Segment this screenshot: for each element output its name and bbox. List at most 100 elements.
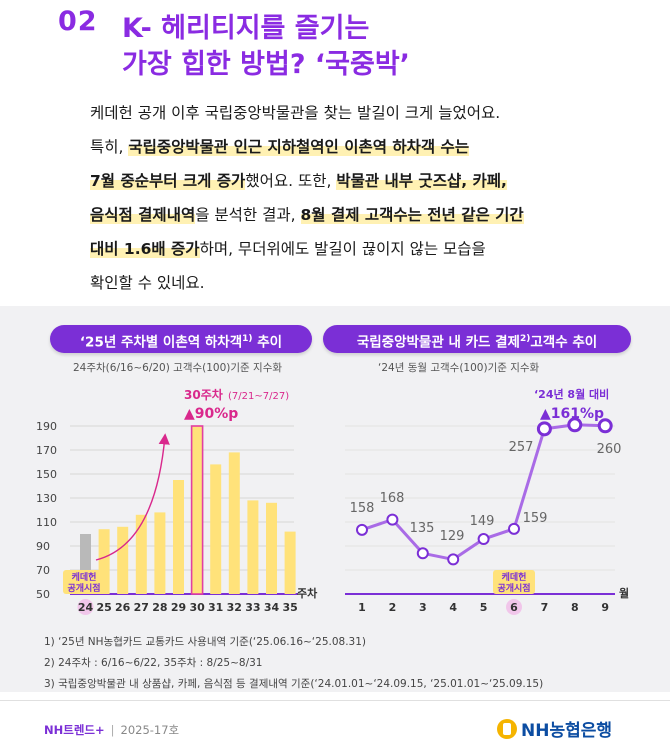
footnote-2: 2) 24주차 : 6/16~6/22, 35주차 : 8/25~8/31 (44, 657, 263, 669)
left-chart-subtitle: 24주차(6/16~6/20) 고객수(100)기준 지수화 (73, 362, 283, 374)
left-bar (247, 500, 259, 594)
footer-separator: | (110, 723, 115, 737)
section-number: 02 (58, 6, 98, 37)
left-bar (173, 480, 184, 594)
left-bar (135, 514, 147, 594)
right-data-point (477, 533, 490, 546)
left-bar (228, 452, 240, 594)
left-bar (98, 529, 110, 594)
left-event-label-2: 공개시점 (67, 582, 100, 594)
right-data-label: 168 (380, 491, 405, 506)
highlight-text: 8월 결제 고객수는 전년 같은 기간 (300, 206, 524, 224)
right-x-tick-label: 4 (449, 601, 457, 614)
body-paragraph: 케데헌 공개 이후 국립중앙박물관을 찾는 발길이 크게 늘었어요. 특히, 국… (90, 96, 650, 300)
left-x-unit: 주차 (297, 586, 318, 600)
right-data-label: 158 (350, 501, 375, 516)
body-line-6: 확인할 수 있네요. (90, 266, 650, 300)
footer-brand-name: NH트렌드+ (44, 723, 105, 737)
left-x-tick-label: 27 (134, 601, 149, 614)
body-line-2: 특히, 국립중앙박물관 인근 지하철역인 이촌역 하차객 수는 (90, 130, 650, 164)
highlight-text: 7월 중순부터 크게 증가 (90, 172, 246, 190)
left-x-tick-label: 35 (282, 601, 297, 614)
right-data-point (356, 523, 368, 536)
right-data-label: 149 (470, 514, 495, 529)
right-data-point (536, 421, 552, 437)
footer-divider (0, 700, 670, 701)
left-y-tick-label: 150 (36, 468, 57, 481)
left-x-tick-label: 31 (208, 601, 223, 614)
left-annotation-week: 30주차 (184, 387, 223, 402)
body-line-4: 음식점 결제내역을 분석한 결과, 8월 결제 고객수는 전년 같은 기간 (90, 198, 650, 232)
heading-line-2: 가장 힙한 방법? ‘국중박’ (122, 49, 410, 80)
left-bar (210, 464, 222, 594)
left-chart-title: ‘25년 주차별 이촌역 하차객1) 추이 (50, 325, 312, 353)
left-bar (80, 534, 91, 594)
right-annotation-label: ‘24년 8월 대비 (534, 387, 609, 401)
left-bar (154, 512, 166, 594)
footnotes: 1) ‘25년 NH농협카드 교통카드 사용내역 기준(‘25.06.16~‘2… (44, 632, 543, 695)
left-x-tick-label: 29 (171, 601, 186, 614)
right-data-label: 135 (410, 521, 435, 536)
left-y-tick-label: 90 (36, 540, 50, 553)
right-data-label: 159 (523, 511, 548, 526)
nh-logo: NH농협은행 (497, 716, 612, 741)
left-x-tick-label: 33 (245, 601, 260, 614)
left-event-marker (77, 599, 94, 615)
chart-panel (0, 306, 670, 692)
body-line-3: 7월 중순부터 크게 증가했어요. 또한, 박물관 내부 굿즈샵, 카페, (90, 164, 650, 198)
body-text-segment: 케데헌 공개 이후 국립중앙박물관을 찾는 발길이 크게 늘었어요. (90, 104, 501, 122)
left-y-tick-label: 70 (36, 564, 50, 577)
left-y-tick-label: 190 (36, 420, 57, 433)
highlight-text: 대비 1.6배 증가 (90, 240, 200, 258)
left-y-tick-label: 130 (36, 492, 57, 505)
left-y-tick-label: 50 (36, 588, 50, 601)
right-data-label: 129 (440, 529, 465, 544)
heading-line-1: K- 헤리티지를 즐기는 (122, 13, 370, 44)
highlight-text: 음식점 결제내역 (90, 206, 196, 224)
body-line-5: 대비 1.6배 증가하며, 무더위에도 발길이 끊이지 않는 모습을 (90, 232, 650, 266)
left-x-tick-label: 26 (115, 601, 131, 614)
right-data-point (386, 513, 399, 526)
left-annotation-range: (7/21~7/27) (228, 391, 289, 402)
right-data-label: 257 (509, 440, 534, 455)
highlight-text: 박물관 내부 굿즈샵, 카페, (336, 172, 507, 190)
left-bar (284, 531, 296, 594)
left-x-tick-label: 32 (227, 601, 242, 614)
right-x-tick-label: 2 (389, 601, 397, 614)
left-y-tick-label: 170 (36, 444, 57, 457)
footnote-3: 3) 국립중앙박물관 내 상품샵, 카페, 음식점 등 결제내역 기준(‘24.… (44, 678, 544, 690)
right-data-label: 260 (597, 442, 622, 457)
body-line-1: 케데헌 공개 이후 국립중앙박물관을 찾는 발길이 크게 늘었어요. (90, 96, 650, 130)
right-chart-subtitle: ‘24년 동월 고객수(100)기준 지수화 (378, 362, 540, 374)
left-x-tick-label-highlighted: 24 (78, 601, 94, 614)
left-bar (117, 526, 129, 594)
left-annotation-change: ▲90%p (184, 406, 238, 422)
right-chart-title: 국립중앙박물관 내 카드 결제2)고객수 추이 (323, 325, 631, 353)
right-data-point (597, 418, 613, 434)
right-event-label-1: 케데헌 (502, 571, 527, 583)
right-x-tick-label: 8 (571, 601, 579, 614)
left-x-tick-label: 30 (189, 601, 205, 614)
right-x-tick-label: 1 (358, 601, 366, 614)
growth-arrow-icon (95, 433, 170, 561)
left-x-tick-label: 28 (152, 601, 167, 614)
right-data-point (567, 417, 583, 433)
left-chart-title-tail: 추이 (252, 334, 283, 351)
body-text-segment: 하며, 무더위에도 발길이 끊이지 않는 모습을 (199, 240, 486, 258)
right-chart-title-text: 국립중앙박물관 내 카드 결제 (356, 334, 520, 351)
body-text-segment: 을 분석한 결과, (195, 206, 301, 224)
body-text-segment: 특히, (90, 138, 129, 156)
body-text-segment: 했어요. 또한, (245, 172, 337, 190)
body-text-segment: 확인할 수 있네요. (90, 274, 205, 292)
right-chart-title-footnote: 2) (519, 334, 531, 344)
right-data-point (416, 547, 429, 560)
left-chart-title-text: ‘25년 주차별 이촌역 하차객 (79, 334, 243, 351)
nh-logo-icon (497, 718, 517, 739)
right-event-marker (506, 599, 522, 615)
highlight-text: 국립중앙박물관 인근 지하철역인 이촌역 하차객 수는 (128, 138, 470, 156)
footnote-1: 1) ‘25년 NH농협카드 교통카드 사용내역 기준(‘25.06.16~‘2… (44, 636, 366, 648)
left-bar (190, 425, 204, 595)
left-x-tick-label: 25 (96, 601, 111, 614)
right-event-label-box (493, 570, 535, 594)
